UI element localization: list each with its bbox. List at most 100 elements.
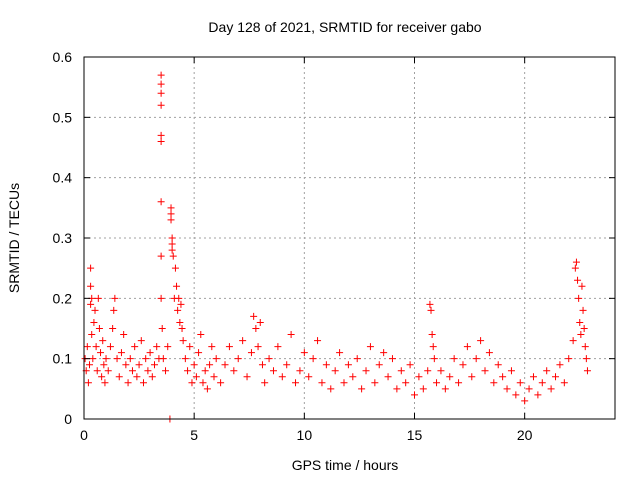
- data-point: [168, 246, 176, 254]
- data-point: [109, 325, 117, 332]
- data-point: [296, 367, 304, 375]
- data-point: [499, 373, 507, 381]
- data-point: [188, 379, 196, 387]
- data-point: [179, 337, 187, 345]
- data-point: [181, 355, 189, 363]
- y-tick-label: 0.3: [53, 230, 73, 246]
- data-point: [99, 337, 107, 345]
- data-point: [87, 264, 95, 272]
- data-point: [485, 349, 493, 357]
- data-point: [110, 306, 118, 314]
- data-point: [87, 282, 95, 290]
- data-point: [322, 361, 330, 369]
- data-point: [577, 331, 585, 339]
- data-point: [494, 361, 502, 369]
- data-points: [81, 71, 591, 423]
- data-point: [190, 361, 198, 369]
- data-point: [472, 355, 480, 363]
- data-point: [133, 373, 141, 381]
- data-point: [455, 379, 463, 387]
- data-point: [402, 379, 410, 387]
- data-point: [168, 240, 176, 248]
- y-tick-label: 0.5: [53, 109, 73, 125]
- data-point: [314, 337, 322, 345]
- data-point: [98, 373, 106, 381]
- data-point: [173, 282, 181, 290]
- data-point: [83, 343, 91, 351]
- data-point: [292, 379, 300, 387]
- data-point: [192, 373, 200, 381]
- data-point: [430, 355, 438, 363]
- data-point: [97, 349, 105, 357]
- data-point: [433, 379, 441, 387]
- data-point: [243, 373, 251, 381]
- data-point: [410, 391, 418, 399]
- grid-lines: [84, 57, 615, 419]
- data-point: [512, 391, 520, 399]
- data-point: [437, 367, 445, 375]
- data-point: [254, 343, 262, 351]
- data-point: [375, 361, 383, 369]
- data-point: [206, 361, 214, 369]
- data-point: [102, 355, 110, 363]
- data-point: [90, 318, 98, 326]
- data-point: [397, 367, 405, 375]
- data-point: [135, 361, 143, 369]
- data-point: [318, 379, 326, 387]
- data-point: [477, 337, 485, 345]
- data-point: [157, 137, 165, 145]
- x-tick-label: 0: [80, 427, 88, 443]
- data-point: [113, 355, 121, 363]
- data-point: [529, 373, 537, 381]
- data-point: [106, 343, 114, 351]
- data-point: [167, 216, 175, 224]
- data-point: [428, 331, 436, 339]
- data-point: [142, 355, 150, 363]
- data-point: [580, 325, 588, 332]
- data-point: [450, 355, 458, 363]
- data-point: [157, 131, 165, 139]
- data-point: [578, 282, 586, 290]
- data-point: [490, 379, 498, 387]
- data-point: [128, 367, 136, 375]
- data-point: [89, 355, 97, 363]
- data-point: [419, 385, 427, 393]
- data-point: [197, 331, 205, 339]
- data-point: [507, 367, 515, 375]
- data-point: [124, 379, 132, 387]
- data-point: [575, 294, 583, 302]
- data-point: [174, 306, 182, 314]
- data-point: [162, 367, 170, 375]
- data-point: [84, 379, 92, 387]
- data-point: [203, 385, 211, 393]
- data-point: [157, 294, 165, 302]
- data-point: [340, 379, 348, 387]
- data-point: [144, 367, 152, 375]
- data-point: [579, 306, 587, 314]
- data-point: [212, 355, 220, 363]
- data-point: [159, 355, 167, 363]
- data-point: [556, 361, 564, 369]
- data-point: [349, 373, 357, 381]
- data-point: [441, 385, 449, 393]
- data-point: [427, 306, 435, 314]
- data-point: [406, 361, 414, 369]
- data-point: [175, 294, 183, 302]
- data-point: [225, 343, 233, 351]
- data-point: [344, 361, 352, 369]
- x-tick-label: 10: [297, 427, 313, 443]
- data-point: [177, 300, 185, 308]
- data-point: [336, 349, 344, 357]
- data-point: [171, 264, 179, 272]
- y-tick-label: 0.1: [53, 351, 73, 367]
- data-point: [300, 349, 308, 357]
- data-point: [256, 318, 264, 326]
- data-point: [283, 361, 291, 369]
- data-point: [104, 367, 112, 375]
- data-point: [534, 391, 542, 399]
- data-point: [164, 343, 172, 351]
- data-point: [543, 367, 551, 375]
- data-point: [167, 210, 175, 218]
- data-point: [327, 385, 335, 393]
- data-point: [208, 343, 216, 351]
